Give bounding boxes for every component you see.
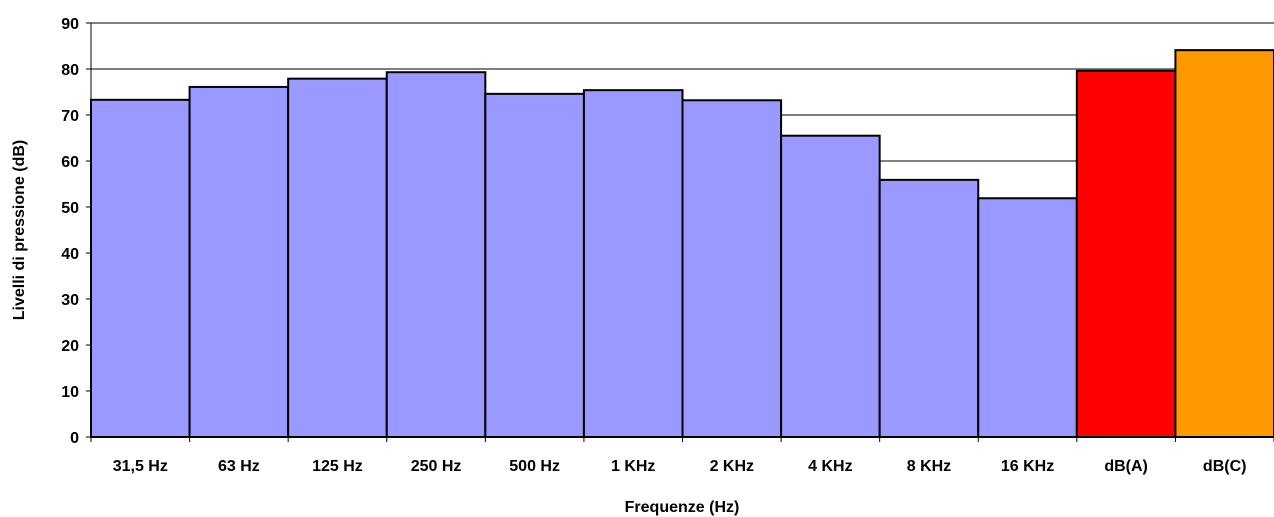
bar — [1075, 69, 1177, 438]
x-tick-label: 2 KHz — [710, 458, 754, 475]
x-tick-label: 4 KHz — [808, 458, 852, 475]
x-tick-label: 31,5 Hz — [113, 458, 168, 475]
bar — [878, 178, 980, 439]
x-tick-label: 8 KHz — [907, 458, 951, 475]
x-tick-label: 500 Hz — [509, 458, 560, 475]
y-tick-label: 80 — [61, 62, 79, 79]
bar — [287, 77, 388, 438]
x-tick-label: 1 KHz — [611, 458, 655, 475]
y-axis-title: Livelli di pressione (dB) — [11, 140, 28, 320]
bar — [582, 89, 684, 438]
bar — [484, 92, 585, 438]
x-tick-label: 250 Hz — [411, 458, 462, 475]
x-tick-label: 63 Hz — [218, 458, 260, 475]
bar — [385, 71, 487, 438]
bar — [977, 197, 1078, 438]
x-tick-label: 16 KHz — [1001, 458, 1054, 475]
axes — [86, 22, 1274, 442]
x-tick-label: dB(C) — [1203, 458, 1247, 475]
x-tick-label: 125 Hz — [312, 458, 363, 475]
y-tick-label: 90 — [61, 16, 79, 33]
y-tick-label: 20 — [61, 338, 79, 355]
y-tick-label: 50 — [61, 200, 79, 217]
y-tick-label: 60 — [61, 154, 79, 171]
y-tick-labels: 0 10 20 30 40 50 60 70 80 90 — [61, 16, 79, 447]
y-tick-label: 40 — [61, 246, 79, 263]
bar — [90, 98, 191, 438]
y-tick-label: 70 — [61, 108, 79, 125]
y-tick-label: 0 — [70, 430, 79, 447]
y-tick-label: 30 — [61, 292, 79, 309]
bar — [681, 99, 783, 438]
y-tick-label: 10 — [61, 384, 79, 401]
bar — [780, 134, 881, 438]
x-tick-label: dB(A) — [1104, 458, 1148, 475]
bars — [90, 49, 1274, 439]
x-axis-title: Frequenze (Hz) — [625, 499, 740, 516]
bar — [188, 85, 290, 438]
bar — [1174, 49, 1274, 438]
x-tick-labels: 31,5 Hz 63 Hz 125 Hz 250 Hz 500 Hz 1 KHz 2 KHz… — [113, 458, 1247, 475]
